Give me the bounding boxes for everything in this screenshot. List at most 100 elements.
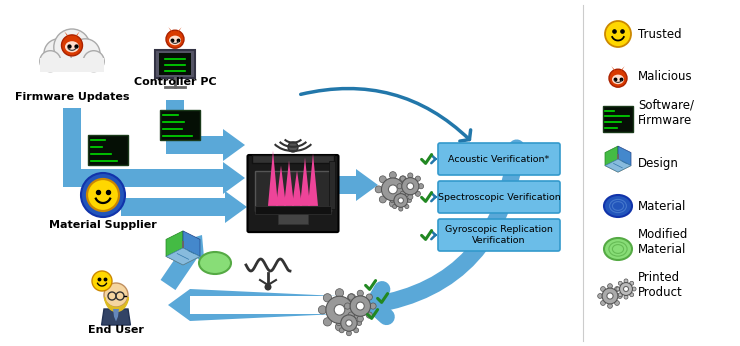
Circle shape bbox=[400, 191, 406, 197]
Polygon shape bbox=[605, 159, 631, 172]
Circle shape bbox=[336, 321, 341, 326]
Bar bbox=[166, 100, 184, 145]
Circle shape bbox=[602, 288, 618, 304]
Bar bbox=[603, 106, 633, 132]
Polygon shape bbox=[56, 108, 88, 178]
Polygon shape bbox=[63, 162, 245, 194]
Polygon shape bbox=[339, 169, 378, 201]
FancyBboxPatch shape bbox=[438, 219, 560, 251]
Circle shape bbox=[393, 204, 397, 209]
Ellipse shape bbox=[65, 41, 79, 52]
Circle shape bbox=[357, 316, 363, 322]
Circle shape bbox=[354, 313, 359, 318]
Polygon shape bbox=[166, 129, 245, 161]
Circle shape bbox=[354, 328, 359, 333]
Circle shape bbox=[83, 51, 104, 72]
Text: Printed
Product: Printed Product bbox=[638, 271, 683, 299]
Polygon shape bbox=[605, 146, 618, 166]
Circle shape bbox=[370, 303, 376, 309]
Text: Malicious: Malicious bbox=[638, 71, 693, 83]
Circle shape bbox=[339, 313, 344, 318]
Bar bbox=[155, 50, 195, 78]
Polygon shape bbox=[276, 165, 286, 206]
Circle shape bbox=[608, 284, 613, 289]
Bar bbox=[329, 161, 335, 209]
Bar bbox=[252, 155, 334, 163]
Circle shape bbox=[87, 179, 119, 211]
Circle shape bbox=[357, 302, 364, 310]
Polygon shape bbox=[73, 31, 80, 39]
Polygon shape bbox=[121, 191, 247, 223]
Circle shape bbox=[601, 301, 605, 306]
Bar bbox=[617, 154, 619, 159]
Circle shape bbox=[92, 271, 112, 291]
Polygon shape bbox=[618, 146, 631, 166]
Circle shape bbox=[350, 296, 371, 316]
Polygon shape bbox=[183, 231, 200, 256]
Circle shape bbox=[598, 293, 602, 298]
Polygon shape bbox=[169, 27, 175, 34]
Circle shape bbox=[397, 184, 403, 189]
Circle shape bbox=[323, 318, 332, 326]
Text: Spectroscopic Verification: Spectroscopic Verification bbox=[437, 192, 560, 201]
Circle shape bbox=[617, 293, 622, 298]
Text: Material: Material bbox=[638, 200, 687, 212]
Text: Software/
Firmware: Software/ Firmware bbox=[638, 99, 694, 127]
Circle shape bbox=[264, 283, 272, 291]
Circle shape bbox=[605, 21, 631, 47]
Circle shape bbox=[619, 281, 622, 285]
Ellipse shape bbox=[199, 252, 231, 274]
Circle shape bbox=[70, 39, 100, 68]
Circle shape bbox=[166, 30, 184, 48]
Circle shape bbox=[390, 198, 394, 202]
Bar bbox=[278, 213, 308, 224]
Circle shape bbox=[366, 294, 372, 300]
Circle shape bbox=[630, 293, 633, 297]
Circle shape bbox=[346, 320, 352, 326]
Bar bbox=[40, 58, 104, 72]
Polygon shape bbox=[64, 31, 71, 39]
Ellipse shape bbox=[169, 36, 181, 45]
Circle shape bbox=[398, 198, 403, 203]
Circle shape bbox=[615, 301, 619, 306]
Circle shape bbox=[405, 192, 409, 197]
FancyBboxPatch shape bbox=[247, 155, 338, 232]
Circle shape bbox=[334, 304, 345, 315]
Circle shape bbox=[318, 306, 326, 314]
Circle shape bbox=[348, 294, 354, 300]
Polygon shape bbox=[166, 231, 183, 256]
Circle shape bbox=[408, 194, 413, 200]
Circle shape bbox=[402, 177, 419, 195]
Circle shape bbox=[400, 176, 406, 183]
Bar bbox=[159, 53, 191, 75]
Circle shape bbox=[335, 289, 343, 297]
Circle shape bbox=[339, 328, 344, 333]
Polygon shape bbox=[175, 27, 181, 34]
Circle shape bbox=[630, 281, 633, 285]
Polygon shape bbox=[166, 248, 200, 265]
Circle shape bbox=[288, 142, 298, 152]
Bar bbox=[88, 135, 128, 165]
Circle shape bbox=[341, 315, 357, 331]
Circle shape bbox=[326, 296, 353, 324]
Text: Firmware Updates: Firmware Updates bbox=[15, 92, 130, 102]
Polygon shape bbox=[611, 66, 617, 73]
Ellipse shape bbox=[604, 195, 632, 217]
Polygon shape bbox=[168, 289, 338, 321]
Circle shape bbox=[357, 321, 362, 326]
Ellipse shape bbox=[612, 75, 624, 84]
Circle shape bbox=[632, 287, 636, 291]
Circle shape bbox=[624, 279, 628, 283]
Bar bbox=[255, 206, 331, 214]
Circle shape bbox=[403, 186, 411, 193]
Text: Material Supplier: Material Supplier bbox=[49, 220, 157, 230]
Polygon shape bbox=[284, 161, 294, 206]
Text: Gyroscopic Replication
Verification: Gyroscopic Replication Verification bbox=[445, 225, 553, 245]
Circle shape bbox=[54, 29, 90, 65]
Circle shape bbox=[619, 293, 622, 297]
Circle shape bbox=[346, 310, 351, 315]
Bar bbox=[255, 171, 331, 211]
Circle shape bbox=[40, 51, 61, 72]
Polygon shape bbox=[308, 154, 318, 206]
FancyBboxPatch shape bbox=[438, 143, 560, 175]
